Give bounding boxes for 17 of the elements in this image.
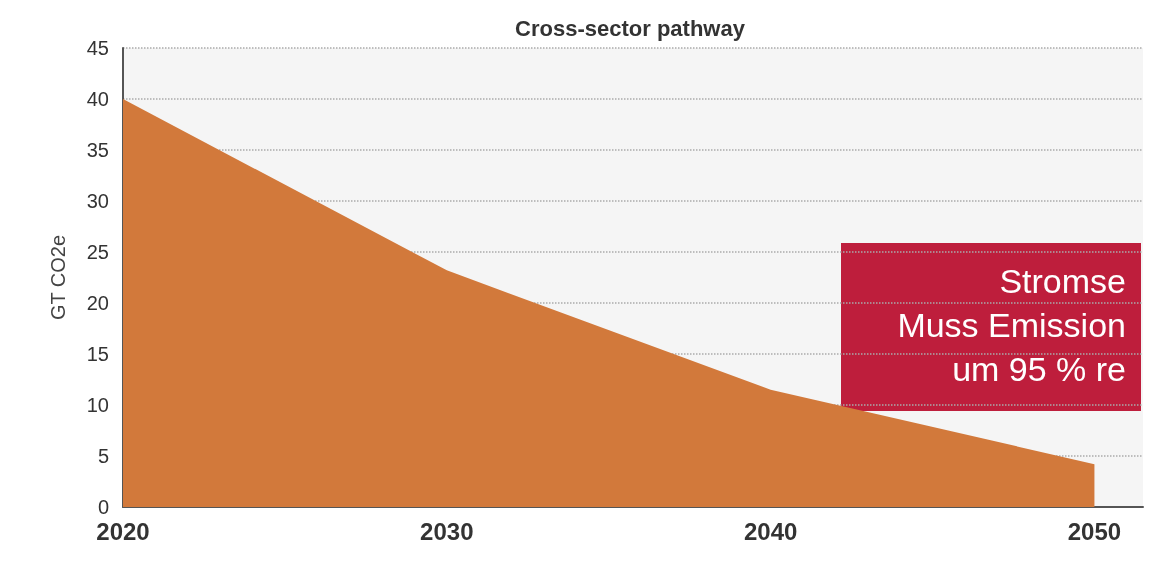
y-tick-label: 35 — [86, 139, 109, 161]
y-tick-label: 40 — [86, 88, 109, 110]
y-tick-label: 25 — [86, 241, 109, 263]
x-tick-label: 2020 — [96, 517, 150, 545]
y-tick-label: 5 — [97, 445, 109, 467]
y-tick-label: 30 — [86, 190, 109, 212]
y-tick-label: 45 — [86, 37, 109, 59]
x-tick-label: 2050 — [1067, 517, 1122, 545]
y-tick-label: 0 — [97, 496, 109, 518]
annotation: Stromse Muss Emission um 95 % re — [897, 262, 1126, 388]
y-tick-label: 10 — [86, 394, 109, 416]
y-tick-label: 15 — [86, 343, 109, 365]
y-tick-label: 20 — [86, 292, 109, 314]
x-tick-label: 2040 — [743, 517, 798, 545]
x-tick-label: 2030 — [420, 517, 474, 545]
chart-title: Cross-sector pathway — [515, 15, 746, 41]
y-axis-title: GT CO2e — [47, 234, 69, 321]
